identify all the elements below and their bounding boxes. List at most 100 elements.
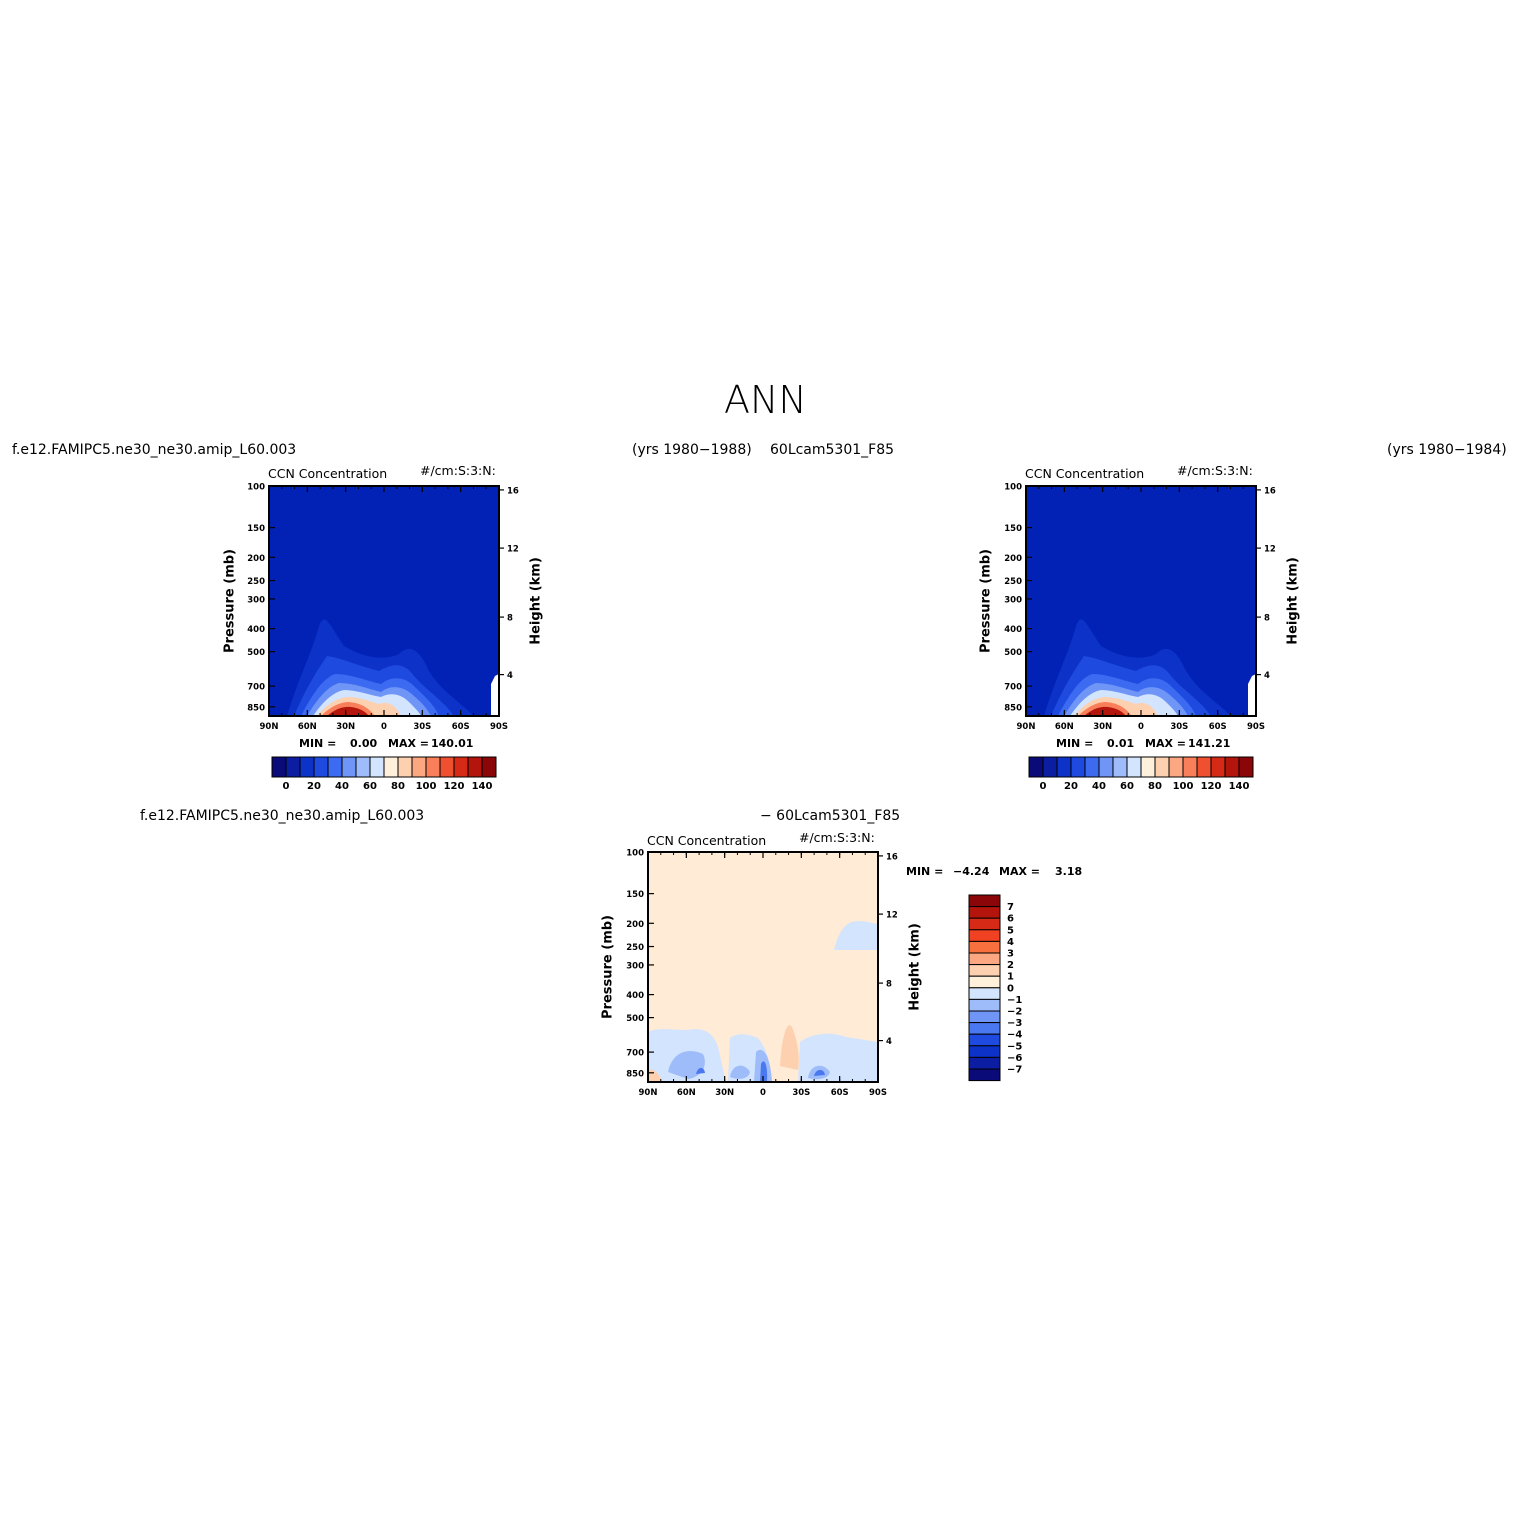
colorbar-swatch (968, 952, 1001, 966)
y-tick-label: 500 (1004, 648, 1022, 658)
diff-contour-3 (834, 920, 878, 950)
x-tick-label: 90N (639, 1088, 658, 1098)
y-right-tick-label: 8 (886, 980, 892, 990)
y-tick-label: 700 (247, 683, 265, 693)
y-tick-label: 700 (1004, 683, 1022, 693)
y-tick-label: 200 (1004, 554, 1022, 564)
colorbar-label: 0 (1040, 781, 1047, 792)
colorbar-swatch (968, 987, 1001, 1000)
colorbar-swatch (968, 1022, 1001, 1035)
x-tick-label: 30S (1170, 722, 1188, 732)
x-tick-label: 30N (336, 722, 355, 732)
min-label: MIN = (906, 865, 944, 878)
y-tick-label: 100 (626, 849, 644, 859)
max-value: 140.01 (431, 737, 474, 750)
y-right-tick-label: 12 (507, 545, 519, 555)
y-tick-label: 500 (247, 648, 265, 658)
max-value: 141.21 (1188, 737, 1231, 750)
y-right-tick-label: 16 (507, 486, 519, 496)
diff-contour-4 (780, 1025, 799, 1070)
y-right-tick-label: 4 (886, 1037, 892, 1047)
x-tick-label: 60N (1055, 722, 1074, 732)
y-tick-label: 200 (626, 920, 644, 930)
colorbar-swatch (968, 964, 1001, 977)
min-label: MIN = (1056, 737, 1094, 750)
y-right-tick-label: 12 (886, 911, 898, 921)
x-tick-label: 0 (381, 722, 387, 732)
y-tick-label: 850 (626, 1069, 644, 1079)
x-tick-label: 90N (260, 722, 279, 732)
header-right-case: 60Lcam5301_F85 (770, 442, 895, 458)
x-tick-label: 60N (677, 1088, 696, 1098)
colorbar-label: 20 (1064, 781, 1078, 792)
min-value: 0.01 (1107, 737, 1135, 750)
colorbar-label: 80 (1148, 781, 1162, 792)
colorbar-label: −2 (1007, 1007, 1022, 1018)
x-tick-label: 90N (1017, 722, 1036, 732)
missing-data-region (1248, 674, 1256, 716)
y-tick-label: 500 (626, 1014, 644, 1024)
y-right-tick-label: 4 (1264, 671, 1270, 681)
x-tick-label: 60N (298, 722, 317, 732)
y-tick-label: 150 (1004, 524, 1022, 534)
diff-right-case: − 60Lcam5301_F85 (760, 808, 901, 824)
max-label: MAX = (388, 737, 429, 750)
max-label: MAX = (1145, 737, 1186, 750)
colorbar-swatch (968, 975, 1001, 989)
x-tick-label: 30N (1093, 722, 1112, 732)
colorbar-label: 5 (1007, 925, 1014, 936)
colorbar-label: 3 (1007, 949, 1014, 960)
x-tick-label: 30N (715, 1088, 734, 1098)
x-tick-label: 60S (452, 722, 470, 732)
panel-title: CCN Concentration (268, 466, 388, 481)
x-tick-label: 60S (831, 1088, 849, 1098)
max-label: MAX = (999, 865, 1040, 878)
min-value: 0.00 (350, 737, 378, 750)
diff-contour-5 (668, 1051, 705, 1079)
colorbar-label: 7 (1007, 902, 1014, 913)
y-tick-label: 100 (247, 483, 265, 493)
y-right-tick-label: 8 (1264, 614, 1270, 624)
colorbar-swatch (968, 1056, 1001, 1070)
colorbar-label: 0 (1007, 983, 1014, 994)
header-right-years: (yrs 1980−1984) (1387, 442, 1507, 458)
colorbar-swatch (968, 1033, 1001, 1047)
colorbar-label: −6 (1007, 1053, 1022, 1064)
diff-contour-10 (696, 1067, 705, 1074)
colorbar-label: 80 (391, 781, 405, 792)
y-tick-label: 300 (626, 961, 644, 971)
colorbar-swatch (968, 894, 1001, 908)
colorbar-swatch (1238, 756, 1254, 778)
min-value: −4.24 (953, 865, 990, 878)
x-tick-label: 90S (1247, 722, 1265, 732)
y-tick-label: 300 (1004, 595, 1022, 605)
y-tick-label: 850 (1004, 703, 1022, 713)
colorbar-swatch (968, 940, 1001, 954)
y-tick-label: 400 (1004, 625, 1022, 635)
y-tick-label: 250 (1004, 577, 1022, 587)
colorbar-label: 140 (1229, 781, 1250, 792)
colorbar-swatch (968, 1068, 1001, 1082)
x-tick-label: 30S (413, 722, 431, 732)
colorbar-label: −3 (1007, 1018, 1022, 1029)
colorbar-label: −7 (1007, 1065, 1022, 1076)
figure-title: ANN (724, 378, 807, 422)
diff-contour-6 (730, 1065, 750, 1079)
colorbar-swatch (968, 1045, 1001, 1058)
panel-title: CCN Concentration (647, 833, 767, 848)
colorbar-label: 140 (472, 781, 493, 792)
x-tick-label: 0 (1138, 722, 1144, 732)
header-left-years: (yrs 1980−1988) (632, 442, 752, 458)
y-tick-label: 400 (626, 991, 644, 1001)
colorbar-swatch (968, 906, 1001, 919)
y-tick-label: 200 (247, 554, 265, 564)
y-tick-label: 150 (626, 890, 644, 900)
colorbar-label: −4 (1007, 1030, 1022, 1041)
x-tick-label: 90S (490, 722, 508, 732)
y-tick-label: 300 (247, 595, 265, 605)
